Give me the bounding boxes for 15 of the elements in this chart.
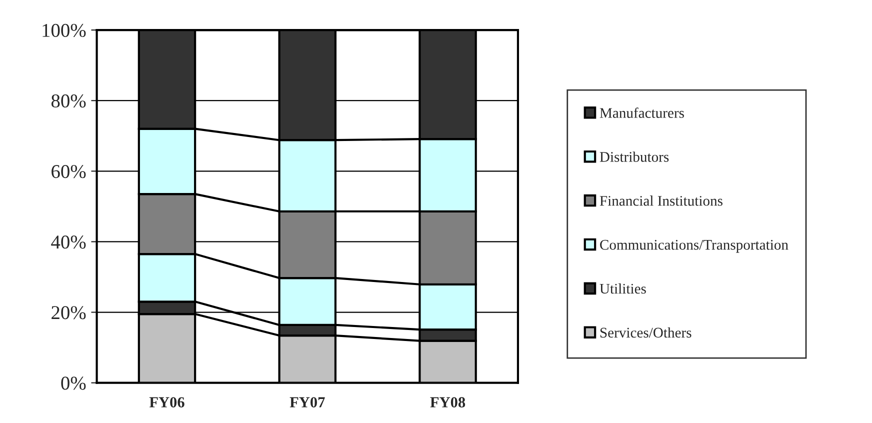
y-tick-label: 40% xyxy=(51,236,86,249)
y-tick-label: 60% xyxy=(52,164,86,178)
legend-label: Financial Institutions xyxy=(600,196,722,206)
x-tick-label: FY08 xyxy=(430,397,466,408)
legend-label: Services/Others xyxy=(600,327,692,338)
x-tick-label: FY06 xyxy=(149,397,184,408)
legend-label: Manufacturers xyxy=(600,108,684,118)
legend-label: Utilities xyxy=(600,283,646,294)
y-tick-label: 80% xyxy=(51,94,86,108)
y-tick-label: 0% xyxy=(61,376,86,390)
legend-label: Communications/Transportation xyxy=(600,240,788,253)
x-tick-label: FY07 xyxy=(290,397,325,408)
y-tick-label: 100% xyxy=(42,24,86,38)
y-tick-label: 20% xyxy=(52,306,86,320)
legend-label: Distributors xyxy=(600,152,669,162)
